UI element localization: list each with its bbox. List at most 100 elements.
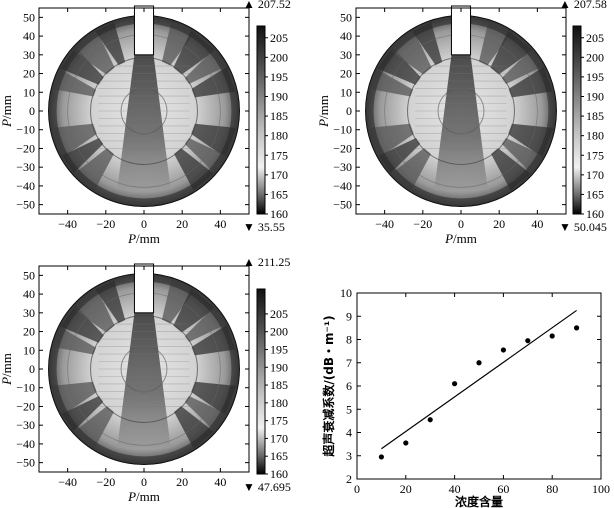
colorbar-tick-label: 190: [270, 360, 288, 374]
dark-streak: [53, 327, 97, 355]
colorbar-min-marker: ▼ 47.695: [243, 480, 291, 494]
colorbar-max-marker: ▲ 207.58: [559, 0, 607, 11]
probe-slot: [450, 5, 472, 56]
y-tick-label: −10: [333, 123, 352, 137]
inner-ring-small: [120, 87, 168, 135]
panel-b: −40 −20 0 20 40 50 40 30 20 10 0 −10 −20 −30 −40 −50 P/m…: [316, 0, 607, 246]
dark-streak: [173, 288, 216, 333]
inner-ring-outer: [90, 315, 198, 423]
y-tick-label: 0: [346, 104, 352, 118]
y-tick-label: −50: [333, 198, 352, 212]
y-tick-label: −20: [333, 141, 352, 155]
x-tick-label: 20: [176, 475, 188, 489]
y-tick-label: 10: [340, 85, 352, 99]
y-tick-label: 20: [23, 67, 35, 81]
colorbar-min-marker: ▼ 35.55: [243, 220, 285, 234]
y-tick-label: 10: [340, 286, 352, 300]
x-axis-label: P/mm: [127, 231, 160, 246]
y-tick-label: 10: [23, 85, 35, 99]
y-tick-label: −20: [16, 399, 35, 413]
y-tick-label: 40: [23, 287, 35, 301]
colorbar-tick-label: 175: [586, 148, 604, 162]
y-tick-label: 50: [23, 268, 35, 282]
y-tick-label: −40: [333, 179, 352, 193]
dark-streak: [389, 30, 432, 75]
x-tick-label: 40: [214, 475, 226, 489]
y-tick-label: −20: [16, 141, 35, 155]
colorbar-min-marker: ▼ 50.045: [559, 220, 607, 234]
x-tick-label: −40: [58, 217, 77, 231]
y-tick-label: 20: [340, 67, 352, 81]
y-tick-label: 30: [23, 306, 35, 320]
x-tick-label: 40: [214, 217, 226, 231]
colorbar-tick-label: 195: [270, 70, 288, 84]
colorbar-tick-label: 185: [586, 109, 604, 123]
inner-ring-small: [437, 87, 485, 135]
y-tick-label: 4: [346, 426, 352, 440]
y-tick-label: 8: [346, 333, 352, 347]
plot-frame: [356, 292, 602, 480]
x-tick-label: 20: [400, 482, 412, 496]
x-tick-label: −20: [413, 217, 432, 231]
x-tick-label: 0: [354, 482, 360, 496]
colorbar-tick-label: 185: [270, 378, 288, 392]
y-axis-label: P/mm: [316, 95, 331, 128]
panel-c: −40 −20 0 20 40 50 40 30 20 10 0 −10 −20 −30 −40 −50 P/m…: [0, 255, 291, 504]
fit-line: [381, 309, 577, 450]
y-tick-label: 9: [346, 309, 352, 323]
y-tick-label: 3: [346, 449, 352, 463]
x-tick-label: 60: [497, 482, 509, 496]
y-tick-label: 6: [346, 379, 352, 393]
colorbar-tick-label: 160: [586, 207, 604, 221]
colorbar-tick-label: 170: [586, 168, 604, 182]
x-axis-label: P/mm: [127, 489, 160, 504]
y-tick-label: 5: [346, 402, 352, 416]
colorbar-max-marker: ▲ 207.52: [243, 0, 291, 11]
x-tick-label: −20: [96, 217, 115, 231]
colorbar-tick-label: 180: [270, 396, 288, 410]
y-tick-label: 40: [23, 29, 35, 43]
x-tick-label: 0: [141, 475, 147, 489]
colorbar-tick-label: 200: [270, 50, 288, 64]
colorbar-tick-label: 165: [270, 449, 288, 463]
dark-streak: [490, 30, 533, 75]
colorbar-tick-label: 190: [586, 90, 604, 104]
y-tick-label: 30: [23, 48, 35, 62]
data-point: [500, 347, 506, 353]
colorbar-tick-label: 185: [270, 109, 288, 123]
y-tick-label: 0: [29, 362, 35, 376]
y-axis-label: P/mm: [0, 95, 14, 128]
data-point: [452, 381, 458, 387]
dark-streak: [53, 69, 97, 97]
colorbar-tick-label: 170: [270, 431, 288, 445]
colorbar-tick-label: 200: [586, 50, 604, 64]
colorbar-tick-label: 175: [270, 414, 288, 428]
colorbar-tick-label: 175: [270, 148, 288, 162]
beam-cone: [117, 54, 171, 190]
panel-a: −40 −20 0 20 40 50 40 30 20 10 0 −10 −20 −30 −40 −50 P/m…: [0, 0, 291, 246]
data-point: [476, 360, 482, 366]
colorbar-tick-label: 160: [270, 467, 288, 481]
colorbar: [256, 288, 266, 475]
beam-cone: [117, 312, 171, 448]
data-point: [525, 338, 531, 344]
colorbar: [572, 25, 582, 215]
y-tick-label: 10: [23, 343, 35, 357]
colorbar-tick-label: 205: [270, 31, 288, 45]
inner-ring-outer: [407, 57, 515, 165]
x-axis-label: 浓度含量: [455, 494, 503, 508]
y-tick-label: 50: [23, 10, 35, 24]
y-tick-label: −50: [16, 198, 35, 212]
colorbar: [256, 25, 266, 215]
y-axis-label: P/mm: [0, 353, 14, 386]
y-tick-label: −30: [333, 160, 352, 174]
y-tick-label: −40: [16, 179, 35, 193]
colorbar-tick-label: 165: [586, 187, 604, 201]
y-tick-label: 40: [340, 29, 352, 43]
colorbar-max-marker: ▲ 211.25: [243, 255, 290, 269]
colorbar-tick-label: 170: [270, 168, 288, 182]
y-tick-label: 7: [346, 356, 352, 370]
y-tick-label: 2: [346, 472, 352, 486]
probe-slot: [133, 5, 155, 56]
beam-cone: [434, 54, 488, 190]
